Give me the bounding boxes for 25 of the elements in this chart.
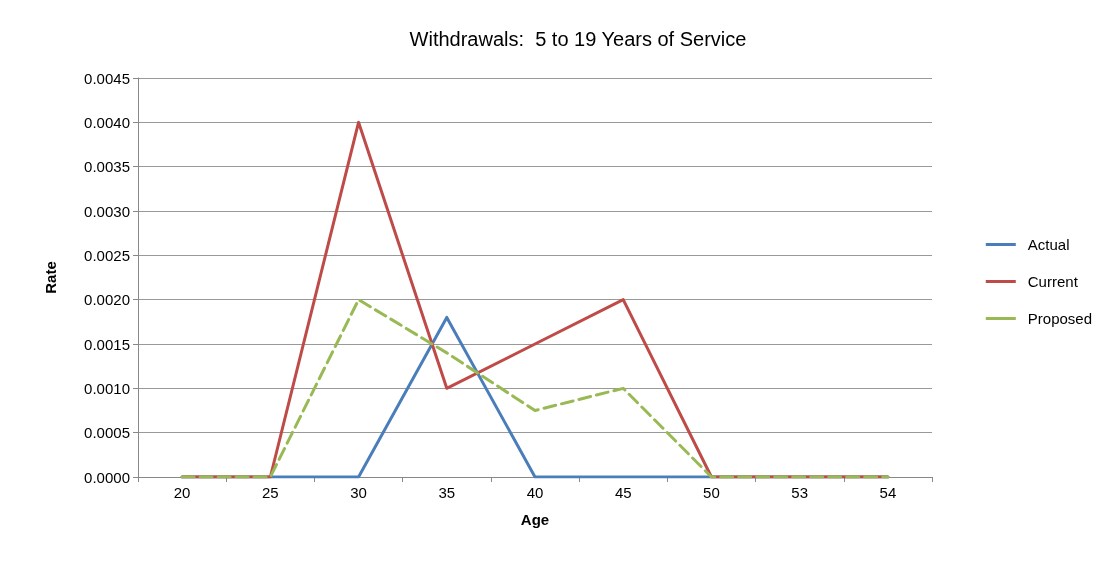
y-tick-label: 0.0045 bbox=[84, 69, 130, 87]
x-tick-label: 54 bbox=[879, 484, 897, 501]
legend-label: Current bbox=[1027, 273, 1079, 290]
y-tick-label: 0.0015 bbox=[84, 335, 130, 353]
legend-label: Proposed bbox=[1027, 310, 1093, 327]
x-tick-label: 20 bbox=[173, 484, 191, 501]
x-tick-label: 35 bbox=[438, 484, 456, 501]
y-tick-label: 0.0000 bbox=[84, 468, 130, 486]
x-tick-label: 40 bbox=[526, 484, 544, 501]
x-tick-label: 30 bbox=[350, 484, 367, 501]
y-tick-label: 0.0040 bbox=[84, 113, 130, 131]
y-tick-label: 0.0010 bbox=[84, 379, 130, 397]
y-tick-label: 0.0030 bbox=[84, 202, 130, 220]
legend-label: Actual bbox=[1027, 236, 1070, 253]
x-tick-label: 53 bbox=[791, 484, 809, 501]
x-tick-label: 25 bbox=[261, 484, 279, 501]
y-tick-label: 0.0005 bbox=[84, 424, 130, 442]
y-tick-label: 0.0020 bbox=[84, 291, 130, 309]
x-tick-label: 45 bbox=[614, 484, 632, 501]
x-axis-title: Age bbox=[520, 511, 550, 528]
chart-title: Withdrawals: 5 to 19 Years of Service bbox=[409, 28, 747, 50]
y-tick-label: 0.0025 bbox=[84, 246, 130, 264]
y-axis-title: Rate bbox=[42, 261, 59, 294]
y-tick-label: 0.0035 bbox=[84, 158, 130, 176]
x-tick-label: 50 bbox=[703, 484, 720, 501]
